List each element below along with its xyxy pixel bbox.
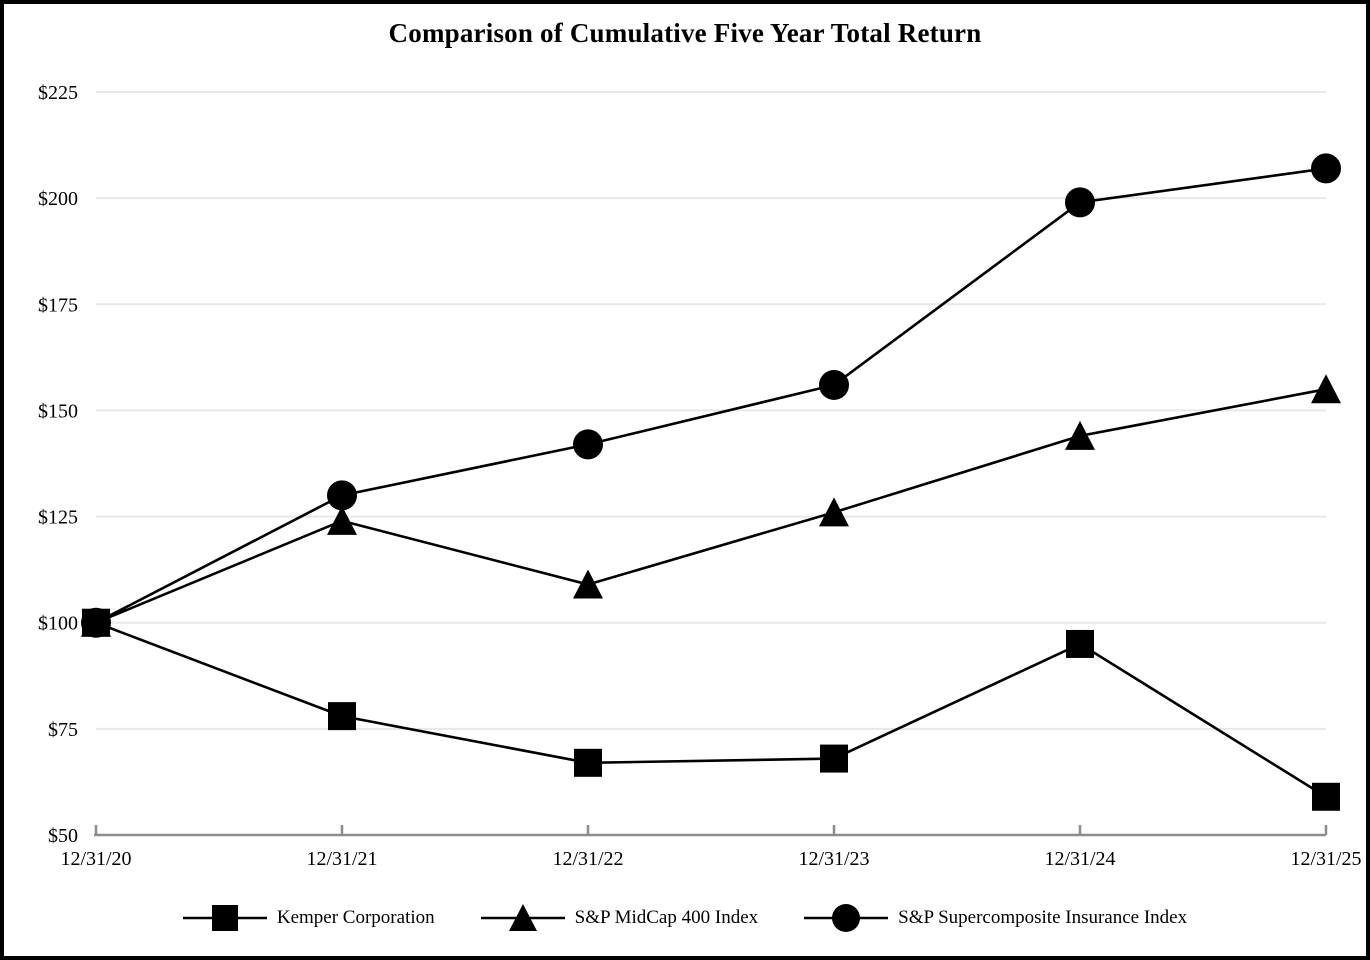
series-line-kemper-corporation (95, 621, 1327, 798)
chart-legend: Kemper Corporation S&P MidCap 400 Index S&… (4, 902, 1366, 934)
x-axis-tick-label: 12/31/22 (552, 848, 623, 870)
series-s-p-midcap-400-index-triangle-marker (819, 497, 849, 527)
y-axis-tick-label: $175 (38, 294, 78, 316)
series-s-p-supercomposite-insurance-index-circle-marker (327, 480, 357, 511)
y-axis-tick-label: $75 (48, 719, 78, 741)
y-axis-tick-label: $225 (38, 82, 78, 104)
series-s-p-supercomposite-insurance-index-circle-marker (573, 429, 603, 460)
legend-label-s-p-supercomposite-insurance-index: S&P Supercomposite Insurance Index (898, 907, 1188, 928)
legend-label-s-p-midcap-400-index: S&P MidCap 400 Index (574, 907, 759, 928)
x-axis-tick-label: 12/31/24 (1044, 848, 1115, 870)
series-kemper-corporation-square-marker (574, 748, 602, 777)
legend-square-swatch-icon (182, 905, 267, 931)
legend-circle-swatch-icon (804, 904, 889, 932)
x-axis-tick-label: 12/31/20 (60, 848, 131, 870)
x-axis-tick-label: 12/31/21 (306, 848, 377, 870)
line-chart-plot: $50 $75 $100 $125 $150 $175 $200 $225 12/31/20 12… (38, 82, 1362, 870)
y-axis-tick-label: $50 (48, 825, 78, 847)
series-s-p-midcap-400-index-triangle-marker (327, 505, 357, 535)
series-kemper-corporation-square-marker (1312, 782, 1340, 811)
series-s-p-midcap-400-index-triangle-marker (1065, 420, 1095, 450)
series-s-p-supercomposite-insurance-index-circle-marker (1065, 187, 1095, 218)
y-axis-tick-label: $125 (38, 507, 78, 529)
series-s-p-midcap-400-index-triangle-marker (573, 569, 603, 599)
legend-item-s-p-midcap-400-index: S&P MidCap 400 Index (480, 902, 759, 934)
series-s-p-supercomposite-insurance-index-circle-marker (1311, 153, 1341, 184)
legend-item-kemper-corporation: Kemper Corporation (182, 902, 435, 934)
series-s-p-midcap-400-index-triangle-marker (1311, 374, 1341, 404)
chart-title: Comparison of Cumulative Five Year Total… (388, 18, 982, 48)
series-line-s-p-midcap-400-index (95, 387, 1327, 624)
x-axis-tick-label: 12/31/25 (1290, 848, 1361, 870)
legend-item-s-p-supercomposite-insurance-index: S&P Supercomposite Insurance Index (804, 902, 1187, 934)
legend-label-kemper-corporation: Kemper Corporation (276, 907, 435, 928)
legend-triangle-swatch-icon (480, 904, 565, 931)
series-kemper-corporation-square-marker (1066, 629, 1094, 658)
series-kemper-corporation-square-marker (328, 702, 356, 731)
x-axis-tick-label: 12/31/23 (798, 848, 869, 870)
series-s-p-supercomposite-insurance-index-circle-marker (81, 607, 111, 638)
y-axis-tick-label: $200 (38, 188, 78, 210)
series-line-s-p-supercomposite-insurance-index (95, 167, 1327, 624)
series-kemper-corporation-square-marker (820, 744, 848, 773)
series-s-p-supercomposite-insurance-index-circle-marker (819, 369, 849, 400)
y-axis-tick-label: $100 (38, 613, 78, 635)
y-axis-tick-label: $150 (38, 400, 78, 422)
